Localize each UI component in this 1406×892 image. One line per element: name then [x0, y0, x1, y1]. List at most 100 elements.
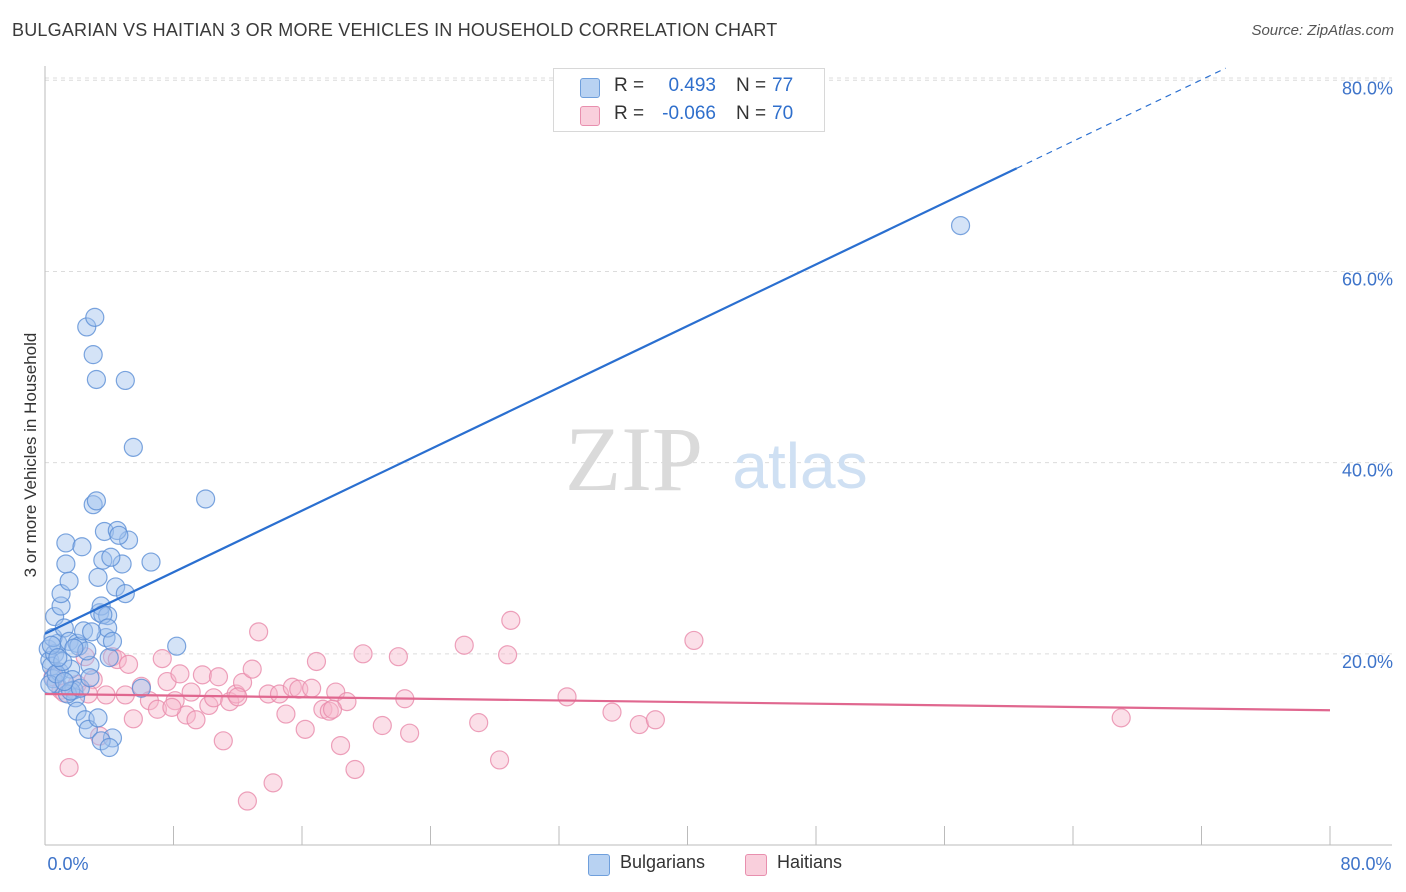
x-tick-label: 80.0%: [1340, 854, 1391, 874]
haitian-point: [249, 622, 269, 642]
bottom-swatch-blue: [588, 854, 610, 876]
bulgarian-point: [86, 369, 107, 390]
bulgarian-point: [102, 631, 123, 651]
bulgarian-point: [141, 552, 161, 572]
bulgarian-point: [41, 635, 62, 655]
bulgarian-point: [109, 525, 129, 545]
haitian-point: [170, 664, 190, 684]
bulgarian-point: [70, 678, 90, 698]
haitian-point: [469, 713, 489, 733]
chart-title: BULGARIAN VS HAITIAN 3 OR MORE VEHICLES …: [12, 20, 778, 40]
haitian-point: [454, 635, 474, 655]
bulgarian-point: [64, 638, 84, 658]
legend-r-value: -0.066: [662, 103, 716, 124]
legend-r-value: 0.493: [668, 75, 716, 96]
haitian-point: [152, 649, 172, 669]
haitian-point: [645, 710, 665, 730]
haitian-point: [684, 630, 704, 651]
bulgarian-point: [80, 668, 100, 688]
bulgarian-point: [85, 307, 105, 327]
haitian-point: [372, 715, 392, 736]
haitian-point: [181, 682, 201, 702]
gridlines: [45, 77, 1392, 655]
haitian-point: [213, 731, 233, 751]
bulgarian-point: [88, 708, 108, 728]
stats-legend: R = 0.493 N = 77 R = -0.066 N = 70: [553, 68, 825, 132]
bulgarian-point: [83, 345, 103, 365]
bulgarian-point: [196, 489, 216, 509]
haitian-point: [237, 791, 257, 811]
bulgarian-point: [131, 678, 151, 698]
bottom-legend-label: Bulgarians: [620, 852, 706, 872]
haitian-point: [232, 672, 253, 693]
haitian-point: [498, 645, 518, 665]
bottom-swatch-pink: [745, 854, 767, 876]
watermark: ZIP atlas: [565, 408, 868, 510]
bulgarian-point: [112, 554, 132, 574]
y-tick-label: 60.0%: [1342, 269, 1393, 289]
haitian-point: [322, 699, 343, 719]
x-tick-label: 0.0%: [47, 854, 88, 874]
bottom-legend-label: Haitians: [777, 852, 843, 872]
bulgarian-point: [73, 621, 94, 641]
bulgarian-point: [115, 584, 135, 604]
legend-swatch-pink: [580, 106, 600, 126]
haitian-point: [208, 667, 229, 687]
watermark-zip: ZIP: [565, 408, 703, 510]
bulgarian-point: [99, 737, 119, 758]
haitian-point: [295, 719, 315, 739]
legend-r-label: R =: [614, 103, 645, 124]
legend-n-value: 77: [772, 75, 794, 96]
haitian-point: [302, 678, 322, 698]
y-axis-label: 3 or more Vehicles in Household: [21, 333, 40, 578]
bulgarian-point: [86, 491, 107, 511]
haitian-point: [400, 723, 420, 743]
legend-n-label: N =: [736, 103, 767, 124]
bulgarian-point: [77, 317, 97, 337]
bulgarians-trend-line: [44, 167, 1018, 635]
trend-lines: [44, 67, 1331, 712]
y-tick-label: 80.0%: [1342, 78, 1393, 98]
haitian-point: [59, 757, 79, 778]
legend-n-value: 70: [772, 103, 794, 124]
bulgarian-point: [48, 648, 68, 668]
bulgarian-point: [167, 636, 187, 656]
bulgarian-point: [99, 648, 119, 668]
legend-row-bulgarians: R = 0.493 N = 77: [554, 72, 824, 100]
haitian-point: [489, 750, 510, 770]
bulgarian-point: [101, 547, 121, 567]
haitian-point: [501, 610, 521, 630]
haitians-trend-line: [44, 692, 1331, 712]
bulgarian-point: [91, 731, 111, 751]
haitian-point: [162, 697, 182, 717]
bulgarian-point: [123, 437, 143, 457]
haitian-point: [353, 644, 373, 664]
bulgarian-point: [46, 664, 66, 684]
haitian-point: [388, 647, 408, 667]
bulgarian-point: [115, 370, 135, 391]
haitians-points: [43, 610, 1131, 811]
y-tick-label: 40.0%: [1342, 461, 1393, 481]
bulgarian-point: [56, 533, 76, 553]
haitian-point: [276, 704, 296, 724]
legend-swatch-blue: [580, 78, 600, 98]
haitian-point: [147, 699, 168, 719]
haitian-point: [1111, 708, 1131, 728]
haitian-point: [319, 701, 339, 721]
y-tick-label: 20.0%: [1342, 652, 1393, 672]
haitian-point: [629, 714, 649, 735]
haitian-point: [258, 684, 278, 704]
haitian-point: [242, 659, 262, 679]
bulgarian-point: [106, 577, 126, 597]
bulgarian-point: [950, 215, 971, 236]
legend-r-label: R =: [614, 75, 645, 96]
haitian-point: [306, 651, 327, 672]
watermark-atlas: atlas: [732, 430, 867, 502]
haitian-point: [118, 654, 139, 674]
bulgarian-point: [81, 622, 102, 642]
axes: [44, 66, 1392, 846]
tick-labels: 20.0% 40.0% 60.0% 80.0% 0.0% 80.0%: [47, 78, 1393, 874]
haitian-point: [330, 735, 351, 756]
haitian-point: [123, 709, 143, 729]
source-label: Source: ZipAtlas.com: [1251, 22, 1394, 39]
